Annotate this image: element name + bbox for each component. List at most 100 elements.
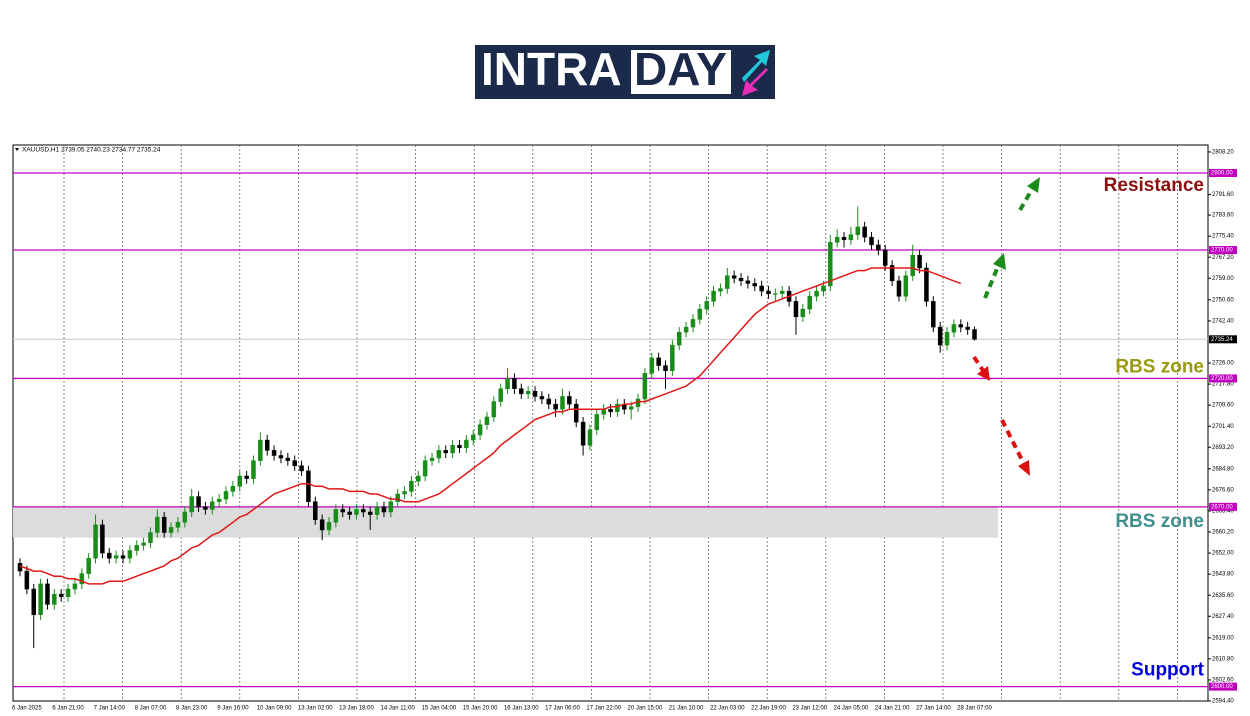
candle-body — [882, 249, 888, 266]
candle-body — [718, 288, 723, 292]
x-tick-label: 13 Jan 02:00 — [298, 706, 333, 712]
candle-body — [931, 301, 936, 328]
candle-body — [306, 470, 311, 502]
x-tick-label: 20 Jan 15:00 — [628, 706, 663, 712]
y-tick-label: 2717.80 — [1212, 382, 1234, 388]
candle-body — [203, 506, 208, 510]
candle-body — [189, 496, 194, 513]
candle-body — [663, 365, 668, 371]
candle-body — [937, 326, 943, 346]
candle-body — [381, 506, 387, 513]
candle-body — [814, 290, 819, 297]
arrow — [1018, 184, 1036, 212]
level-note: Support — [1131, 660, 1204, 681]
y-tick-label: 2627.40 — [1212, 614, 1234, 620]
y-tick-label: 2684.80 — [1212, 466, 1234, 472]
candle-body — [457, 444, 462, 449]
candle-body — [512, 378, 517, 389]
candle-body — [422, 460, 428, 477]
y-tick-label: 2726.00 — [1212, 361, 1234, 367]
candle-body — [237, 475, 242, 487]
candle-body — [828, 242, 833, 287]
y-tick-label: 2668.40 — [1212, 509, 1234, 515]
candle-body — [196, 496, 201, 508]
current-price-label: 2735.24 — [1211, 337, 1233, 343]
level-note: Resistance — [1104, 175, 1204, 196]
candle-body — [532, 391, 538, 397]
candle-body — [889, 265, 895, 282]
candle-body — [230, 486, 236, 492]
candle-body — [608, 409, 613, 413]
candle-body — [52, 593, 57, 605]
candle-body — [388, 501, 394, 513]
logo-box — [631, 50, 731, 94]
y-tick-label: 2660.20 — [1212, 530, 1234, 536]
candle-body — [79, 573, 85, 585]
level-label: 2800.00 — [1211, 171, 1233, 177]
y-tick-label: 2759.00 — [1212, 276, 1234, 282]
x-tick-label: 7 Jan 14:00 — [94, 706, 126, 712]
x-tick-label: 8 Jan 23:00 — [176, 706, 208, 712]
candle-body — [807, 296, 812, 310]
candle-body — [690, 319, 696, 328]
candle-body — [470, 434, 476, 441]
y-tick-label: 2808.20 — [1212, 150, 1234, 156]
x-tick-label: 6 Jan 21:00 — [52, 706, 84, 712]
x-tick-label: 17 Jan 22:00 — [586, 706, 621, 712]
candle-body — [38, 583, 43, 615]
level-label: 2720.00 — [1211, 376, 1233, 382]
x-tick-label: 24 Jan 05:00 — [834, 706, 869, 712]
candle-body — [148, 532, 153, 544]
header-triangle — [15, 148, 19, 151]
logo-arrow — [742, 50, 770, 82]
candle-body — [264, 439, 270, 451]
y-tick-label: 2602.60 — [1212, 678, 1234, 684]
candle-body — [299, 465, 304, 472]
logo-text: DAY — [634, 43, 727, 95]
candle-body — [539, 396, 545, 400]
candle-body — [704, 301, 709, 310]
candle-body — [711, 290, 716, 302]
candle-body — [429, 457, 435, 461]
candle-body — [409, 480, 414, 492]
candle-body — [120, 555, 126, 559]
candle-body — [972, 329, 977, 340]
candle-body — [649, 357, 655, 374]
candle-body — [65, 588, 71, 597]
candle-body — [594, 414, 600, 431]
candle-body — [862, 226, 867, 238]
arrow-head — [977, 366, 990, 381]
candle-body — [793, 301, 799, 318]
candle-body — [615, 403, 620, 413]
x-tick-label: 16 Jan 13:00 — [504, 706, 539, 712]
candle-body — [834, 236, 840, 243]
candle-body — [553, 403, 558, 410]
level-label: 2600.00 — [1211, 684, 1233, 690]
y-tick-label: 2594.40 — [1212, 699, 1234, 705]
candle-body — [896, 280, 902, 297]
candle-body — [395, 493, 400, 502]
forecast-arrows — [972, 177, 1040, 476]
candle-body — [340, 509, 345, 513]
candle-body — [127, 550, 133, 559]
arrow — [983, 263, 1001, 299]
candle-body — [361, 509, 366, 513]
y-tick-label: 2709.60 — [1212, 403, 1234, 409]
level-note: RBS zone — [1115, 356, 1204, 377]
candle-body — [841, 236, 847, 241]
candle-body — [745, 280, 751, 284]
y-tick-label: 2775.40 — [1212, 234, 1234, 240]
candle-body — [683, 326, 689, 333]
candle-body — [319, 519, 325, 531]
x-tick-label: 21 Jan 10:00 — [669, 706, 704, 712]
arrow-head — [1018, 460, 1030, 476]
candle-body — [869, 236, 874, 246]
candle-body — [944, 331, 950, 346]
candle-body — [210, 501, 215, 510]
candle-body — [93, 524, 98, 559]
candle-body — [216, 498, 222, 502]
x-tick-label: 24 Jan 21:00 — [875, 706, 910, 712]
candle-body — [31, 588, 36, 615]
level-label-box — [1209, 502, 1237, 511]
